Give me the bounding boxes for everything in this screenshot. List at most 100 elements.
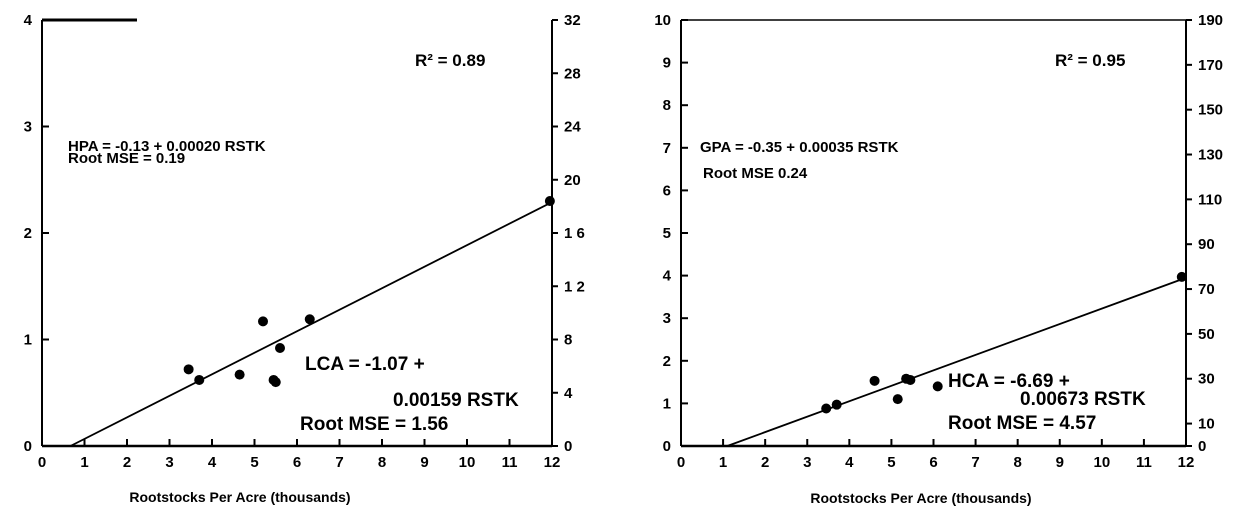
left-data-point xyxy=(234,369,245,380)
left-y-tick-label: 3 xyxy=(24,119,32,136)
right-x-tick-label: 6 xyxy=(929,454,937,471)
right-x-axis-label: Rootstocks Per Acre (thousands) xyxy=(810,490,1031,506)
right-y-tick-label: 7 xyxy=(663,140,671,157)
left-y-tick-label: 0 xyxy=(24,438,32,455)
right-x-tick-label: 2 xyxy=(761,454,769,471)
right-data-point xyxy=(892,394,903,405)
left-y2-ticks: 0 4 8 1 2 1 6 20 24 28 32 xyxy=(552,12,585,455)
left-data-points xyxy=(183,196,555,388)
left-y2-tick-label: 0 xyxy=(564,438,572,455)
left-x-tick-label: 0 xyxy=(38,454,46,471)
left-hpa-root-mse: Root MSE = 0.19 xyxy=(68,150,185,167)
right-y-ticks: 0 1 2 3 4 5 6 7 8 9 10 xyxy=(654,12,688,455)
left-y2-tick-label: 8 xyxy=(564,332,572,349)
left-r-squared-label: R² = 0.89 xyxy=(415,51,485,70)
right-hca-equation-line1: HCA = -6.69 + xyxy=(948,371,1070,392)
left-y-tick-label: 2 xyxy=(24,225,32,242)
left-x-tick-label: 7 xyxy=(335,454,343,471)
left-data-point xyxy=(258,316,268,327)
right-y2-ticks: 0 10 30 50 70 90 110 130 150 170 190 xyxy=(1186,12,1223,455)
right-y2-tick-label: 90 xyxy=(1198,236,1215,253)
left-lca-equation-line1: LCA = -1.07 + xyxy=(305,354,425,375)
left-x-tick-label: 8 xyxy=(378,454,386,471)
left-x-tick-label: 4 xyxy=(208,454,217,471)
right-y2-tick-label: 150 xyxy=(1198,102,1223,119)
left-data-point xyxy=(275,343,285,354)
left-data-point xyxy=(183,364,194,375)
right-y2-tick-label: 170 xyxy=(1198,57,1223,74)
right-y-tick-label: 3 xyxy=(663,310,671,327)
right-chart-frame xyxy=(680,19,1187,448)
right-y-tick-label: 0 xyxy=(663,438,671,455)
right-data-point xyxy=(821,403,832,414)
right-r-squared-label: R² = 0.95 xyxy=(1055,51,1125,70)
left-y2-tick-label: 1 6 xyxy=(564,225,585,242)
right-y-tick-label: 4 xyxy=(663,268,672,285)
left-hpa-equation: HPA = -0.13 + 0.00020 RSTK xyxy=(68,138,266,155)
left-y2-tick-label: 1 2 xyxy=(564,278,585,295)
right-x-tick-label: 10 xyxy=(1093,454,1110,471)
left-fit-line-group xyxy=(70,202,551,447)
left-x-axis-label: Rootstocks Per Acre (thousands) xyxy=(129,489,350,505)
right-gpa-equation: GPA = -0.35 + 0.00035 RSTK xyxy=(700,139,899,156)
right-x-tick-label: 3 xyxy=(803,454,811,471)
right-y2-tick-label: 130 xyxy=(1198,147,1223,164)
left-lca-equation-line2: 0.00159 RSTK xyxy=(393,390,519,411)
right-hca-equation-line2: 0.00673 RSTK xyxy=(1020,389,1146,410)
left-y2-tick-label: 28 xyxy=(564,65,581,82)
left-y2-tick-label: 24 xyxy=(564,119,581,136)
left-y2-tick-label: 32 xyxy=(564,12,581,29)
right-x-tick-label: 7 xyxy=(971,454,979,471)
right-data-point xyxy=(869,375,880,386)
left-chart-frame xyxy=(41,18,553,448)
right-y-tick-label: 9 xyxy=(663,55,671,72)
left-y2-tick-label: 20 xyxy=(564,172,581,189)
left-x-tick-label: 10 xyxy=(459,454,476,471)
right-data-points xyxy=(821,271,1187,414)
right-y-tick-label: 6 xyxy=(663,182,671,199)
left-x-tick-label: 5 xyxy=(250,454,258,471)
right-y-tick-label: 1 xyxy=(663,395,671,412)
left-x-tick-label: 2 xyxy=(123,454,131,471)
right-x-tick-label: 1 xyxy=(719,454,727,471)
right-x-tick-label: 5 xyxy=(887,454,895,471)
left-data-point xyxy=(544,196,555,207)
right-hca-root-mse: Root MSE = 4.57 xyxy=(948,413,1096,434)
right-gpa-root-mse: Root MSE 0.24 xyxy=(703,165,808,182)
right-y2-tick-label: 190 xyxy=(1198,12,1223,29)
right-fit-line-group xyxy=(726,276,1187,447)
left-x-tick-label: 1 xyxy=(80,454,88,471)
right-y2-tick-label: 110 xyxy=(1198,191,1222,208)
left-data-point xyxy=(304,314,315,325)
left-data-point xyxy=(194,374,205,385)
left-data-point xyxy=(270,377,281,388)
right-x-tick-label: 9 xyxy=(1056,454,1064,471)
left-x-tick-label: 6 xyxy=(293,454,301,471)
left-y-tick-label: 1 xyxy=(24,332,32,349)
right-y2-tick-label: 30 xyxy=(1198,371,1215,388)
right-data-point xyxy=(1176,271,1187,282)
right-data-point xyxy=(932,381,943,392)
right-data-point xyxy=(831,399,842,410)
right-y2-tick-label: 70 xyxy=(1198,281,1215,298)
left-x-tick-label: 3 xyxy=(165,454,173,471)
right-x-tick-label: 4 xyxy=(845,454,854,471)
right-y-tick-label: 10 xyxy=(654,12,671,29)
right-y2-tick-label: 0 xyxy=(1198,438,1206,455)
right-fit-line xyxy=(726,276,1187,447)
right-y-tick-label: 2 xyxy=(663,353,671,370)
right-y-tick-label: 5 xyxy=(663,225,671,242)
right-x-ticks: 0 1 2 3 4 5 6 7 8 9 10 11 12 xyxy=(677,439,1194,471)
left-x-tick-label: 12 xyxy=(544,454,561,471)
right-y-tick-label: 8 xyxy=(663,97,671,114)
left-y-ticks: 0 1 2 3 4 xyxy=(24,12,49,455)
left-x-tick-label: 9 xyxy=(420,454,428,471)
left-y-tick-label: 4 xyxy=(24,12,33,29)
left-x-ticks: 0 1 2 3 4 5 6 7 8 9 10 11 12 xyxy=(38,439,561,471)
right-x-tick-label: 11 xyxy=(1136,454,1152,471)
left-fit-line xyxy=(70,202,551,447)
right-y2-tick-label: 10 xyxy=(1198,416,1215,433)
